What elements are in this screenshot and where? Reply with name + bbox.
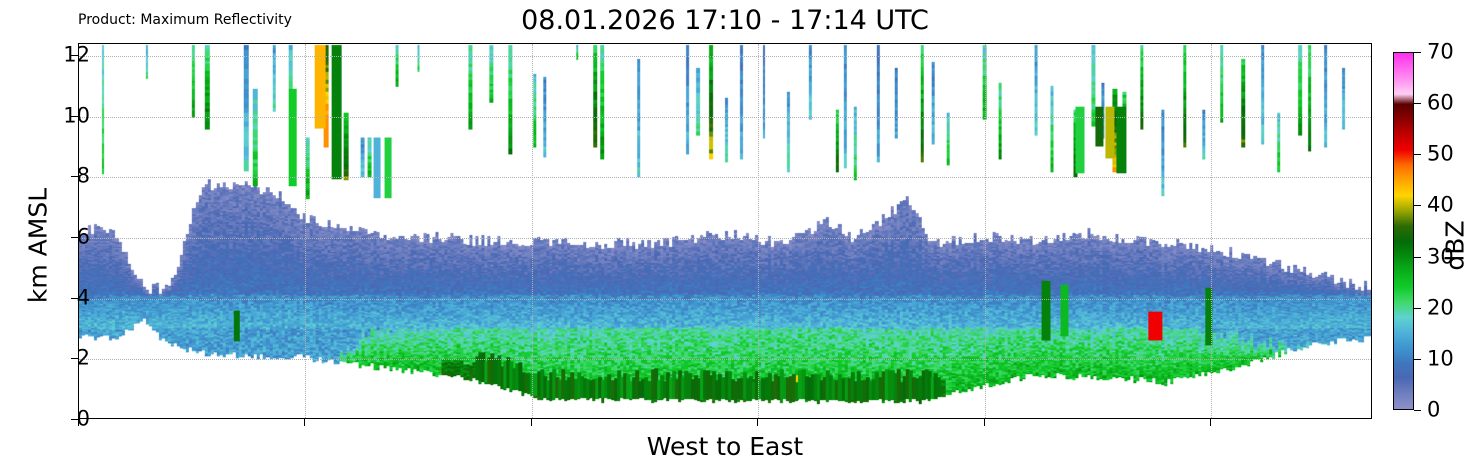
- colorbar-tick-label: 60: [1427, 90, 1454, 115]
- colorbar-tick-mark: [1414, 52, 1421, 53]
- x-tick-mark: [757, 419, 759, 426]
- colorbar-tick-mark: [1414, 410, 1421, 411]
- colorbar-tick-label: 0: [1427, 397, 1441, 422]
- colorbar-tick-label: 70: [1427, 39, 1454, 64]
- x-axis-label: West to East: [646, 432, 804, 461]
- colorbar-tick-label: 50: [1427, 141, 1454, 166]
- y-tick-mark: [71, 115, 78, 117]
- x-tick-mark: [530, 419, 532, 426]
- y-axis-label: km AMSL: [23, 187, 53, 304]
- colorbar-tick-label: 10: [1427, 346, 1454, 371]
- y-tick-mark: [71, 55, 78, 57]
- colorbar: [1393, 52, 1414, 410]
- y-tick-label: 10: [63, 103, 90, 128]
- plot-area: [78, 43, 1372, 419]
- colorbar-unit-label: dBZ: [1440, 220, 1470, 271]
- y-tick-label: 8: [76, 163, 90, 188]
- y-tick-label: 12: [63, 42, 90, 67]
- y-tick-mark: [71, 176, 78, 178]
- page-title: 08.01.2026 17:10 - 17:14 UTC: [521, 5, 929, 36]
- y-tick-mark: [71, 237, 78, 239]
- y-tick-label: 2: [76, 345, 90, 370]
- x-tick-mark: [1210, 419, 1212, 426]
- x-tick-mark: [983, 419, 985, 426]
- reflectivity-heatmap-canvas: [79, 44, 1371, 418]
- colorbar-tick-mark: [1414, 103, 1421, 105]
- colorbar-tick-label: 30: [1427, 244, 1454, 269]
- colorbar-tick-mark: [1414, 154, 1421, 156]
- x-tick-mark: [304, 419, 306, 426]
- product-label: Product: Maximum Reflectivity: [78, 12, 292, 28]
- colorbar-tick-mark: [1414, 307, 1421, 309]
- x-tick-mark: [78, 419, 79, 426]
- colorbar-gradient: [1394, 53, 1413, 409]
- y-tick-label: 6: [76, 224, 90, 249]
- y-tick-mark: [71, 297, 78, 299]
- colorbar-tick-mark: [1414, 256, 1421, 258]
- colorbar-tick-label: 40: [1427, 192, 1454, 217]
- y-tick-label: 4: [76, 285, 90, 310]
- y-tick-mark: [71, 358, 78, 360]
- colorbar-tick-mark: [1414, 358, 1421, 360]
- colorbar-tick-mark: [1414, 205, 1421, 207]
- y-tick-mark: [71, 419, 78, 420]
- colorbar-tick-label: 20: [1427, 295, 1454, 320]
- y-tick-label: 0: [76, 406, 90, 431]
